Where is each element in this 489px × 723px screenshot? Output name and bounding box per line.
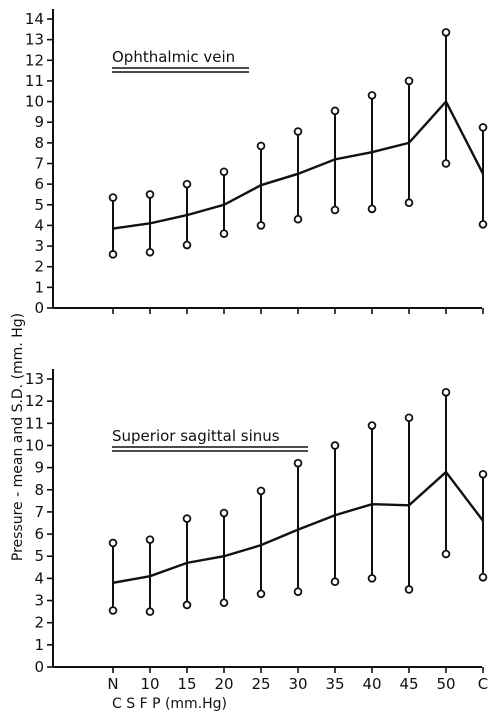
sd-lower-marker [330,577,340,587]
y-tick-label: 7 [34,155,44,173]
y-tick-label: 12 [25,392,44,410]
y-tick-label: 4 [34,569,44,587]
sd-lower-marker [478,572,488,582]
sd-upper-marker [293,127,303,136]
x-tick-label: 50 [436,675,455,693]
sd-lower-marker [182,240,192,250]
y-tick-label: 12 [25,51,44,69]
sd-lower-marker [145,607,155,616]
sd-lower-marker [404,198,414,208]
sd-upper-marker [293,458,303,468]
y-axis-label: Pressure - mean and S.D. (mm. Hg) [10,313,26,561]
y-tick-label: 5 [34,547,44,565]
sd-lower-marker [219,229,229,238]
sd-upper-marker [145,535,155,544]
sd-upper-marker [256,486,266,496]
sd-upper-marker [145,190,155,199]
sd-lower-marker [441,549,451,559]
y-tick-label: 2 [34,258,44,276]
sd-upper-marker [108,193,118,202]
y-tick-label: 1 [34,278,44,296]
y-tick-label: 3 [34,237,44,255]
y-tick-label: 1 [34,636,44,654]
x-tick-label: 45 [399,675,418,693]
sd-upper-marker [219,167,229,177]
sd-lower-marker [219,598,229,608]
sd-upper-marker [182,179,192,189]
y-tick-label: 13 [25,370,44,388]
y-tick-label: 14 [25,10,44,28]
sd-lower-marker [256,589,266,599]
x-tick-label: 10 [140,675,159,693]
sd-lower-marker [293,214,303,224]
sd-upper-marker [404,76,414,86]
sd-lower-marker [367,574,377,583]
x-tick-label: 40 [362,675,381,693]
sd-lower-marker [108,606,118,615]
panel-title: Ophthalmic vein [112,48,235,66]
sd-upper-marker [478,123,488,132]
sd-lower-marker [404,585,414,594]
y-tick-label: 3 [34,592,44,610]
sd-upper-marker [108,538,118,548]
sd-lower-marker [182,600,192,610]
y-tick-label: 10 [25,93,44,111]
sd-lower-marker [256,221,266,230]
sd-upper-marker [256,141,266,151]
sd-lower-marker [293,587,303,596]
y-tick-label: 0 [34,299,44,317]
sd-lower-marker [441,159,451,168]
y-tick-label: 9 [34,113,44,131]
sd-upper-marker [330,106,340,116]
y-tick-label: 11 [25,414,44,432]
sd-upper-marker [404,413,414,423]
sd-upper-marker [478,469,488,479]
y-tick-label: 13 [25,31,44,49]
sd-lower-marker [478,220,488,229]
x-tick-label: 20 [214,675,233,693]
y-tick-label: 9 [34,459,44,477]
panel-title: Superior sagittal sinus [112,427,280,445]
y-tick-label: 8 [34,134,44,152]
sd-upper-marker [367,421,377,430]
y-tick-label: 7 [34,503,44,521]
y-tick-label: 8 [34,481,44,499]
y-tick-label: 6 [34,175,44,193]
sd-lower-marker [367,204,377,214]
x-tick-label: C [478,675,488,693]
y-tick-label: 6 [34,525,44,543]
sd-upper-marker [182,514,192,523]
y-tick-label: 0 [34,658,44,676]
x-tick-labels: N 10 15 20 25 30 35 40 45 50 C [107,675,488,693]
y-tick-label: 5 [34,196,44,214]
x-tick-label: 25 [251,675,270,693]
sd-upper-marker [219,508,229,518]
sd-lower-marker [145,247,155,257]
x-axis-label: C S F P (mm.Hg) [112,696,227,712]
x-tick-label: 15 [177,675,196,693]
sd-upper-marker [330,441,340,450]
x-tick-label: 35 [325,675,344,693]
y-tick-label: 10 [25,436,44,454]
mean-line [112,99,485,230]
sd-lower-marker [330,205,340,215]
y-tick-label: 11 [25,72,44,90]
x-tick-label: 30 [288,675,307,693]
sd-upper-marker [441,28,451,37]
sd-upper-marker [441,387,451,397]
sd-upper-marker [367,91,377,100]
y-tick-label: 4 [34,216,44,234]
y-tick-label: 2 [34,614,44,632]
mean-line [112,470,484,584]
sd-lower-marker [108,250,118,259]
x-tick-label: N [107,675,118,693]
